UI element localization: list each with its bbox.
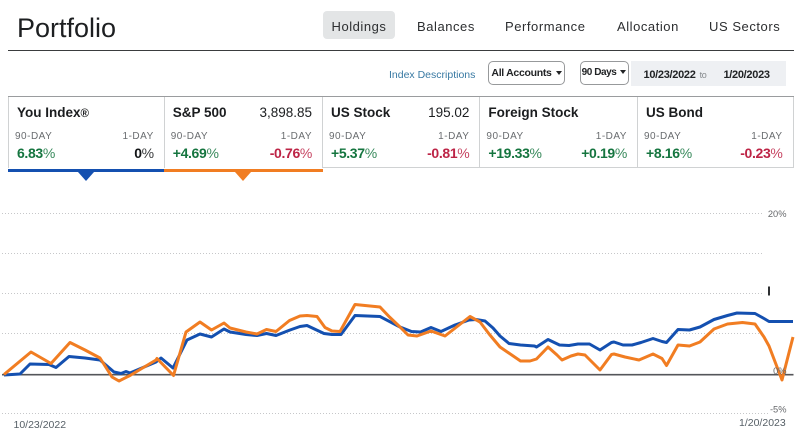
svg-text:0%: 0% [773,366,786,376]
svg-text:20%: 20% [768,209,787,219]
svg-text:-5%: -5% [770,405,787,415]
